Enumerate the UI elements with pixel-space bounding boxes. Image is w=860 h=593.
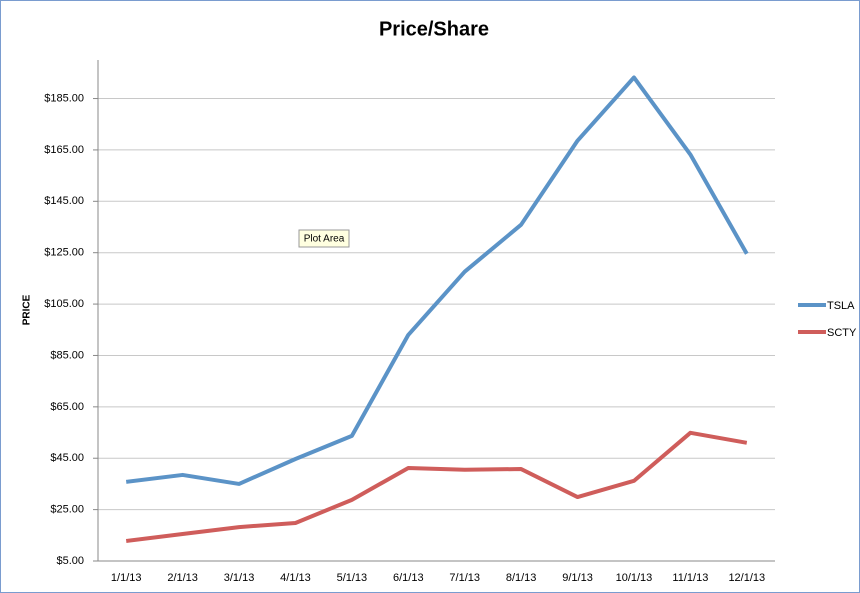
x-tick-label: 6/1/13: [393, 572, 424, 584]
x-tick-label: 2/1/13: [167, 572, 198, 584]
x-tick-label: 12/1/13: [728, 572, 765, 584]
legend-label: SCTY: [827, 327, 857, 339]
series-line: [125, 75, 749, 486]
x-tick-label: 9/1/13: [562, 572, 593, 584]
x-tick-label: 1/1/13: [111, 572, 142, 584]
legend-label: TSLA: [827, 300, 855, 312]
x-tick-label: 8/1/13: [506, 572, 537, 584]
tooltip-box: [298, 229, 350, 248]
y-tick-label: $65.00: [50, 401, 84, 413]
x-tick-label: 11/1/13: [672, 572, 708, 584]
x-tick-label: 10/1/13: [616, 572, 653, 584]
y-tick-label: $85.00: [50, 349, 84, 361]
x-tick-label: 7/1/13: [449, 572, 480, 584]
series-line: [125, 430, 748, 543]
y-tick-label: $45.00: [50, 452, 84, 464]
y-tick-label: $165.00: [44, 144, 84, 156]
y-tick-label: $25.00: [50, 504, 84, 516]
y-tick-label: $145.00: [44, 195, 84, 207]
chart-title: Price/Share: [379, 18, 489, 40]
y-tick-label: $5.00: [56, 555, 84, 567]
y-tick-label: $185.00: [44, 92, 84, 104]
y-tick-label: $105.00: [44, 298, 84, 310]
plot-area: $5.00 $25.00 $45.00 $65.00 $85.00 $105.00 $125…: [44, 60, 775, 584]
x-tick-label: 5/1/13: [337, 572, 368, 584]
tooltip-text: Plot Area: [304, 234, 345, 245]
y-tick-label: $125.00: [44, 247, 84, 259]
y-axis-label: PRICE: [22, 294, 33, 325]
tooltip: Plot Area: [298, 229, 350, 248]
x-tick-label: 4/1/13: [280, 572, 311, 584]
x-tick-label: 3/1/13: [224, 572, 255, 584]
